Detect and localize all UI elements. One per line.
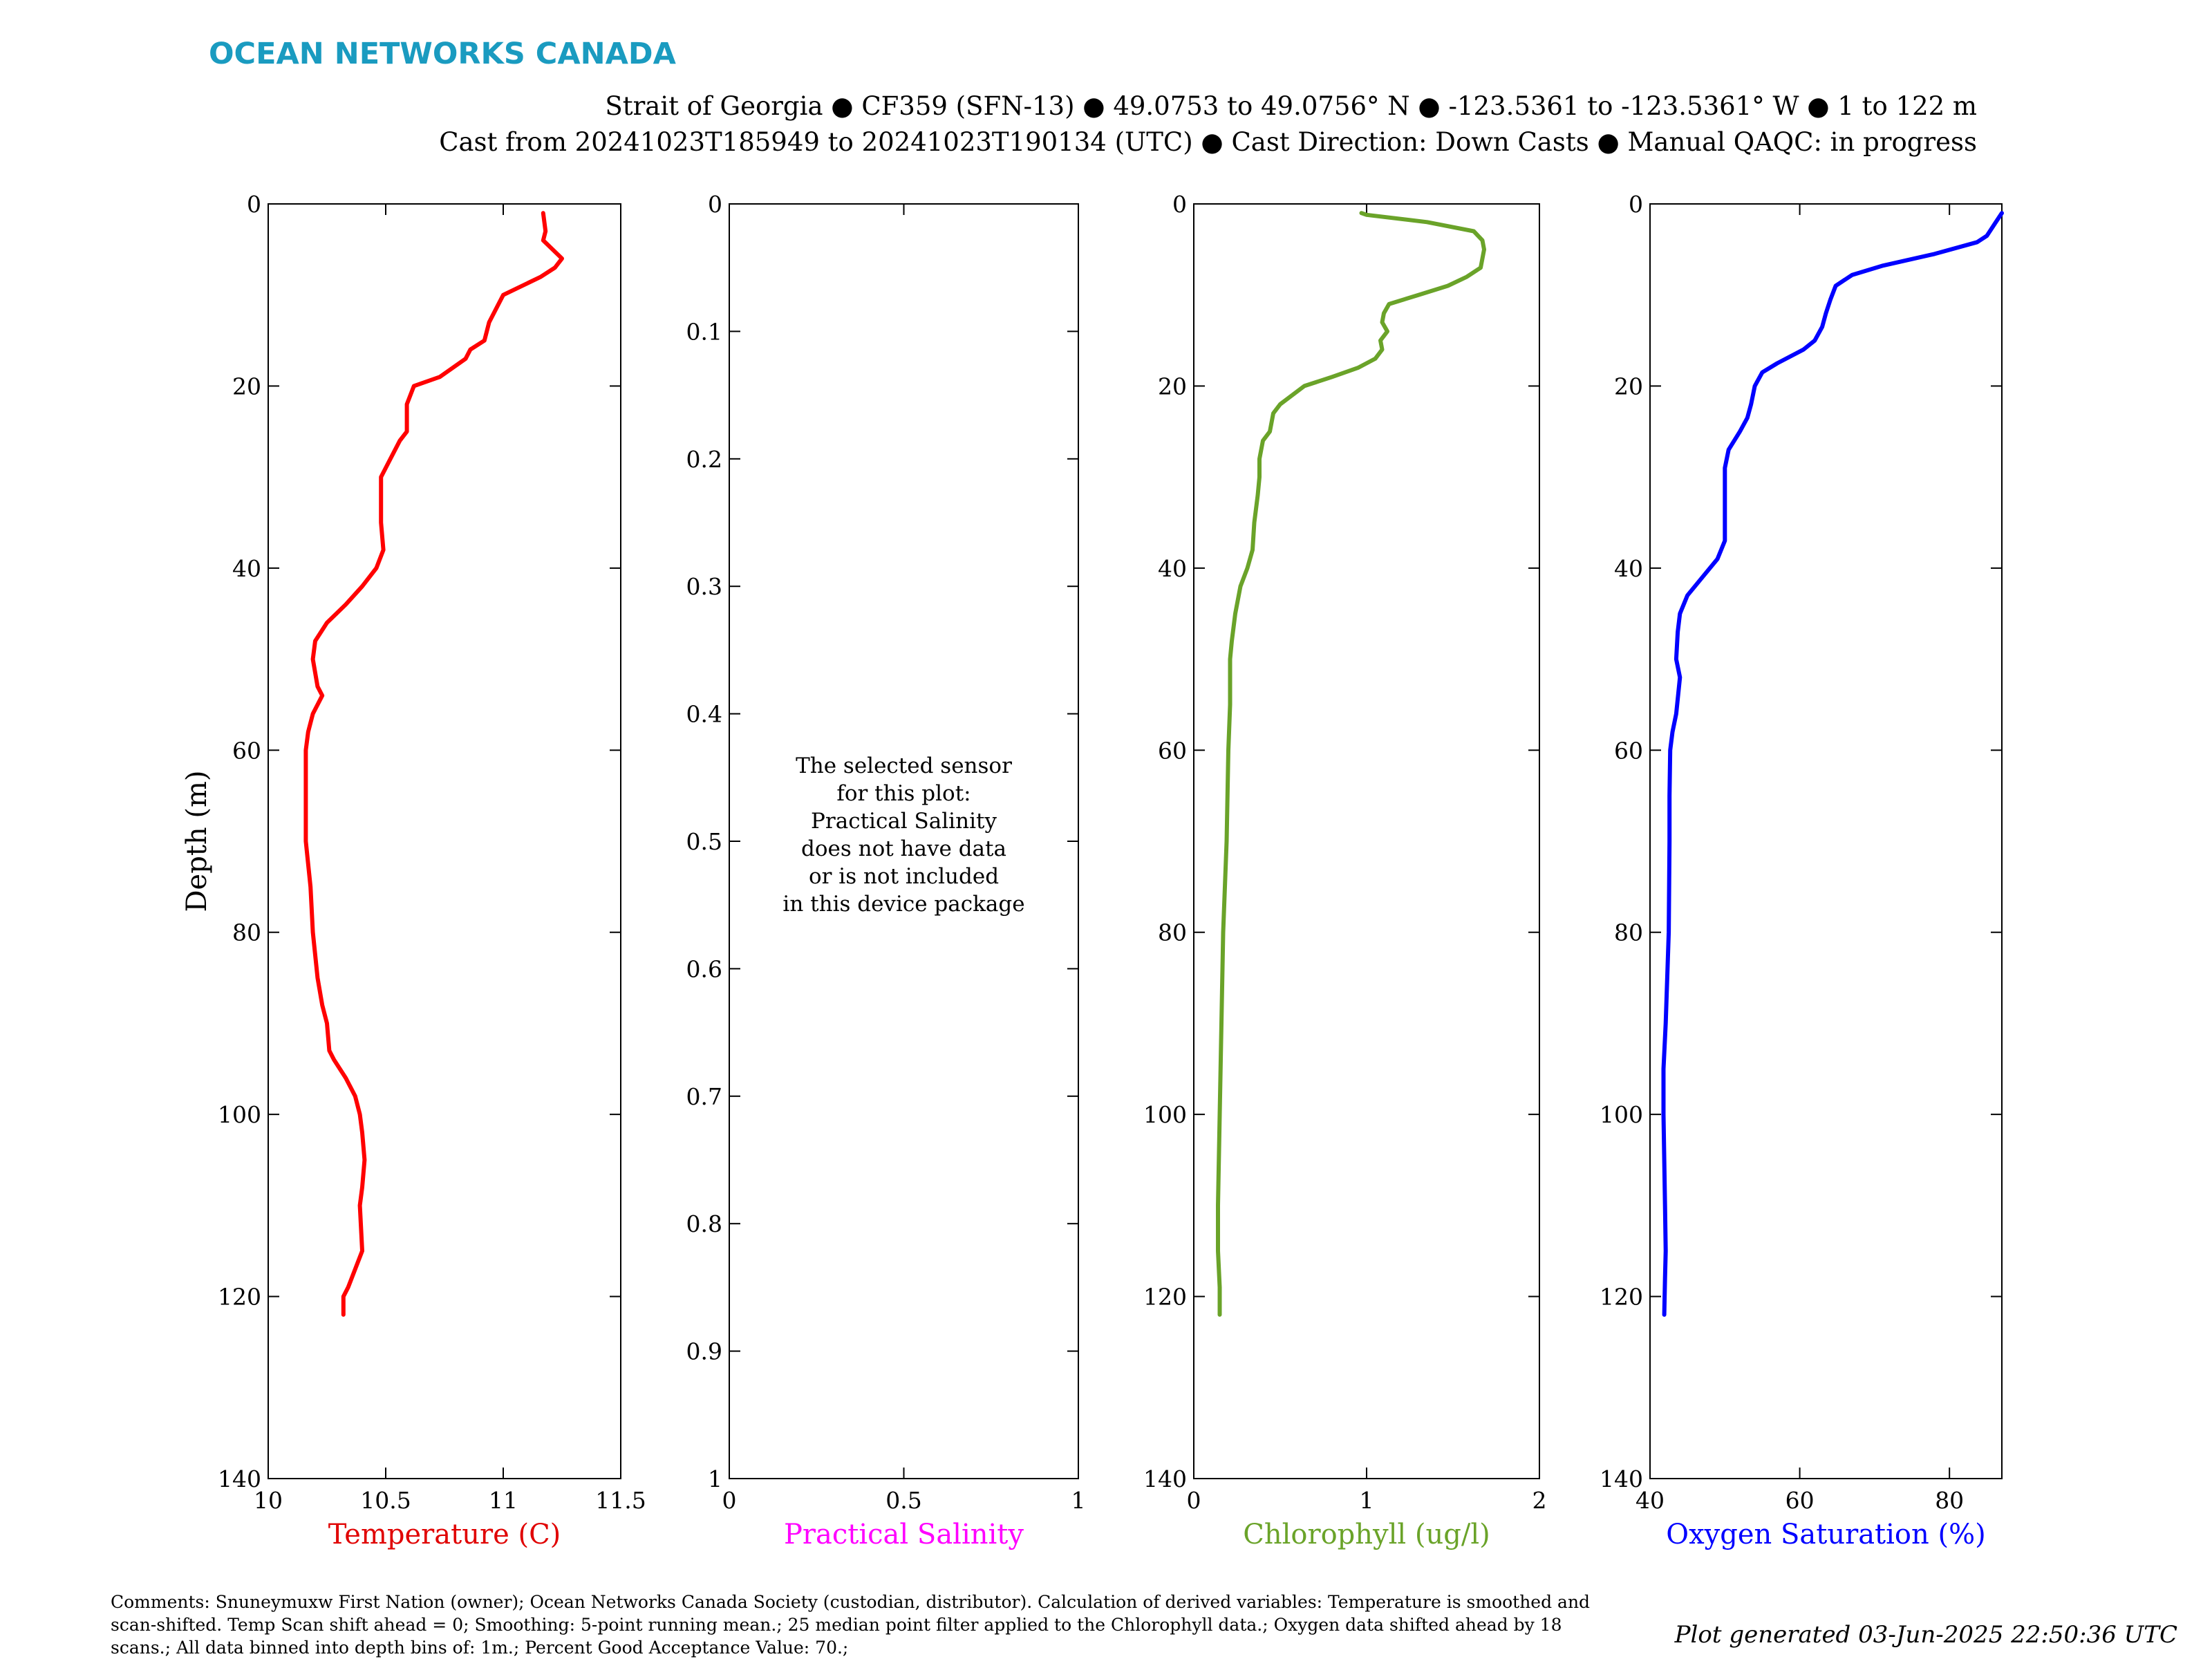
y-tick-label: 0.6 [686, 955, 722, 982]
axes-frame [1649, 203, 2003, 1479]
y-tick-label: 20 [1614, 373, 1643, 400]
y-tick-label: 140 [218, 1465, 261, 1492]
plot-title-line-1: Strait of Georgia ● CF359 (SFN-13) ● 49.… [605, 91, 1977, 121]
y-tick-label: 80 [232, 919, 261, 946]
y-tick-label: 1 [708, 1465, 722, 1492]
no-data-message-line: for this plot: [836, 781, 971, 806]
no-data-message-line: or is not included [809, 864, 999, 889]
x-tick-label: 11 [489, 1487, 518, 1514]
y-tick-label: 0.2 [686, 446, 722, 473]
x-tick-label: 10.5 [360, 1487, 411, 1514]
x-tick-label: 40 [1635, 1487, 1665, 1514]
y-tick-label: 0.7 [686, 1083, 722, 1110]
x-tick-label: 1 [1360, 1487, 1374, 1514]
y-tick-label: 120 [1143, 1284, 1187, 1311]
series-line [1216, 211, 1486, 1317]
panel-2: 00.10.20.30.40.50.60.70.80.910 0.5 1Practi… [686, 191, 1086, 1550]
brand-logo: OCEAN NETWORKS CANADA [209, 37, 677, 71]
x-tick-label: 0.5 [885, 1487, 921, 1514]
y-tick-label: 40 [1158, 555, 1187, 582]
y-tick-label: 60 [1614, 737, 1643, 764]
x-tick-label: 11.5 [595, 1487, 646, 1514]
x-tick-label: 0 [722, 1487, 737, 1514]
y-tick-label: 0.5 [686, 828, 722, 855]
y-tick-label: 0 [708, 191, 722, 218]
y-tick-label: 60 [1158, 737, 1187, 764]
comments-line-1: Comments: Snuneymuxw First Nation (owner… [111, 1592, 1590, 1612]
y-tick-label: 0 [247, 191, 261, 218]
y-tick-label: 40 [232, 555, 261, 582]
y-tick-label: 100 [1600, 1101, 1643, 1128]
plot-title-line-2: Cast from 20241023T185949 to 20241023T19… [439, 127, 1977, 157]
y-tick-label: 80 [1158, 919, 1187, 946]
y-tick-label: 40 [1614, 555, 1643, 582]
y-tick-label: 140 [1600, 1465, 1643, 1492]
y-tick-label: 60 [232, 737, 261, 764]
y-tick-label: 20 [232, 373, 261, 400]
series-line [1661, 211, 2004, 1317]
y-tick-label: 100 [1143, 1101, 1187, 1128]
x-tick-label: 60 [1785, 1487, 1815, 1514]
axes-frame [1193, 203, 1540, 1479]
axes-frame [268, 203, 621, 1479]
y-tick-label: 120 [218, 1284, 261, 1311]
no-data-message-line: does not have data [801, 836, 1006, 861]
x-axis-label: Chlorophyll (ug/l) [1243, 1519, 1490, 1550]
y-tick-label: 0 [1629, 191, 1643, 218]
y-tick-label: 0.3 [686, 573, 722, 600]
y-tick-label: 80 [1614, 919, 1643, 946]
y-tick-label: 20 [1158, 373, 1187, 400]
comments-line-2: scan-shifted. Temp Scan shift ahead = 0;… [111, 1615, 1562, 1635]
x-tick-label: 10 [254, 1487, 283, 1514]
no-data-message-line: Practical Salinity [811, 809, 997, 834]
x-axis-label: Temperature (C) [328, 1519, 561, 1550]
x-tick-label: 0 [1187, 1487, 1201, 1514]
y-tick-label: 140 [1143, 1465, 1187, 1492]
comments-line-3: scans.; All data binned into depth bins … [111, 1638, 848, 1658]
no-data-message-line: The selected sensor [796, 753, 1012, 778]
y-tick-label: 120 [1600, 1284, 1643, 1311]
y-tick-label: 0.4 [686, 701, 722, 728]
series-line [303, 211, 564, 1317]
y-tick-label: 100 [218, 1101, 261, 1128]
y-axis-label: Depth (m) [181, 770, 213, 912]
y-tick-label: 0.9 [686, 1338, 722, 1365]
x-axis-label: Practical Salinity [784, 1519, 1024, 1550]
x-tick-label: 2 [1533, 1487, 1547, 1514]
x-tick-label: 80 [1935, 1487, 1964, 1514]
y-tick-label: 0.8 [686, 1210, 722, 1237]
x-axis-label: Oxygen Saturation (%) [1666, 1519, 1985, 1550]
y-tick-label: 0.1 [686, 318, 722, 345]
x-tick-label: 1 [1071, 1487, 1086, 1514]
y-tick-label: 0 [1172, 191, 1187, 218]
no-data-message-line: in this device package [782, 892, 1024, 917]
plot-generated-timestamp: Plot generated 03-Jun-2025 22:50:36 UTC [1674, 1621, 2177, 1649]
